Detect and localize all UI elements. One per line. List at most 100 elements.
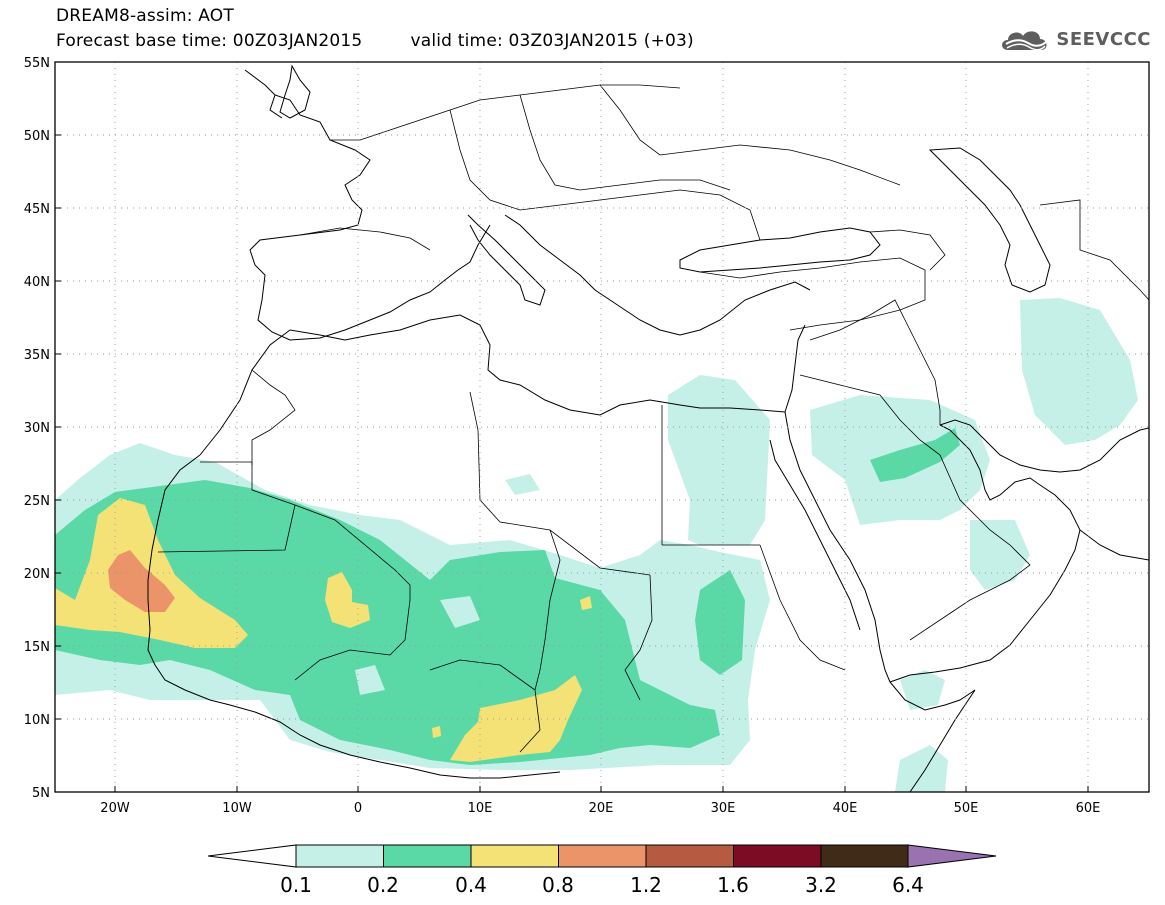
aot-area-east-africa — [900, 670, 945, 710]
border-morocco-algeria — [251, 369, 296, 465]
lat-labels: 5N 10N 15N 20N 25N 30N 35N 40N 45N 50N 5… — [24, 56, 50, 801]
axis-ticks — [55, 134, 1089, 792]
border-europe-3 — [519, 94, 731, 191]
coast-east-med — [784, 324, 806, 413]
coast-horn-africa — [889, 681, 976, 792]
colorbar-label: 0.1 — [280, 873, 312, 897]
coast-arabia — [889, 424, 1081, 683]
lon-label: 60E — [1076, 801, 1101, 816]
lat-label: 15N — [24, 640, 50, 655]
grid — [55, 62, 1149, 792]
colorbar-box — [820, 844, 909, 868]
coast-italy — [467, 214, 546, 306]
coast-black-sea — [679, 227, 881, 273]
aot-area-niger-spot — [580, 596, 592, 610]
lat-label: 35N — [24, 348, 50, 363]
lon-label: 50E — [954, 801, 979, 816]
borders — [157, 84, 1149, 753]
colorbar-box — [295, 844, 384, 868]
coast-west-africa — [147, 454, 561, 779]
coast-arabian-sea — [1079, 529, 1149, 561]
lon-label: 10W — [222, 801, 252, 816]
colorbar-label: 0.2 — [367, 873, 399, 897]
coast-caspian — [928, 147, 1051, 293]
colorbar-labels: 0.1 0.2 0.4 0.8 1.2 1.6 3.2 6.4 — [280, 873, 924, 897]
border-europe-4 — [599, 84, 901, 186]
lat-label: 5N — [32, 786, 50, 801]
coast-red-sea — [769, 411, 891, 683]
aot-area-somalia — [895, 745, 948, 792]
colorbar-box — [383, 844, 472, 868]
colorbar-under-arrow — [207, 844, 297, 868]
aot-contours — [55, 298, 1138, 792]
valid-time: valid time: 03Z03JAN2015 (+03) — [410, 31, 694, 51]
coast-north-africa — [199, 314, 786, 456]
lon-label: 30E — [711, 801, 736, 816]
colorbar-label: 1.2 — [630, 873, 662, 897]
border-chad-sudan — [624, 574, 653, 701]
logo-text: SEEVCCC — [1056, 28, 1151, 50]
lon-labels: 20W 10W 0 10E 20E 30E 40E 50E 60E — [100, 801, 1100, 816]
forecast-base-time: Forecast base time: 00Z03JAN2015 — [56, 31, 363, 51]
border-nigeria — [429, 659, 541, 753]
lat-label: 20N — [24, 567, 50, 582]
seevccc-logo: SEEVCCC — [998, 24, 1151, 54]
aot-area-central-patch — [512, 566, 538, 588]
lon-label: 20E — [589, 801, 614, 816]
aot-area-chad-sudan — [695, 570, 745, 675]
time-line: Forecast base time: 00Z03JAN2015 valid ti… — [56, 31, 694, 51]
chart-title: DREAM8-assim: AOT — [56, 6, 234, 26]
border-caucasus — [869, 229, 946, 271]
border-mali — [294, 504, 411, 681]
aot-area-mauritania-core — [108, 550, 175, 612]
colorbar-label: 6.4 — [892, 873, 924, 897]
colorbar-box — [558, 844, 647, 868]
aot-area-oman — [970, 520, 1030, 590]
border-europe-1 — [330, 84, 681, 141]
border-spain-france — [299, 227, 431, 251]
lat-label: 55N — [24, 56, 50, 71]
aot-area-sahara-patch — [505, 474, 540, 495]
colorbar-box — [733, 844, 822, 868]
lat-label: 50N — [24, 129, 50, 144]
colorbar-label: 3.2 — [805, 873, 837, 897]
lon-label: 40E — [833, 801, 858, 816]
colorbar-boxes — [295, 844, 909, 868]
coast-persian-gulf — [939, 419, 1149, 473]
border-europe-2 — [449, 109, 761, 241]
lat-label: 25N — [24, 494, 50, 509]
border-saudi — [799, 374, 1031, 641]
lat-label: 40N — [24, 275, 50, 290]
aot-area-sahel-hole2 — [355, 665, 385, 695]
colorbar-label: 1.6 — [717, 873, 749, 897]
colorbar-box — [645, 844, 734, 868]
aot-area-mali — [325, 572, 370, 628]
coastlines — [147, 64, 1149, 792]
lon-label: 20W — [100, 801, 130, 816]
border-algeria-libya — [469, 391, 651, 576]
colorbar-label: 0.4 — [455, 873, 487, 897]
border-iraq — [809, 299, 941, 425]
colorbar: 0.1 0.2 0.4 0.8 1.2 1.6 3.2 6.4 — [207, 844, 997, 897]
colorbar-over-arrow — [907, 844, 997, 868]
lon-label: 0 — [354, 801, 362, 816]
colorbar-label: 0.8 — [542, 873, 574, 897]
border-sudan-ethiopia — [759, 544, 846, 671]
cloud-icon — [1002, 31, 1048, 51]
aot-area-egypt — [668, 375, 770, 545]
aot-area-sahel-hole — [440, 596, 480, 628]
coast-britain — [269, 64, 311, 119]
lat-label: 45N — [24, 202, 50, 217]
border-mauritania — [157, 461, 296, 553]
aot-area-nigeria-chad — [450, 675, 582, 762]
aot-level-0-8 — [108, 550, 175, 612]
lat-label: 10N — [24, 713, 50, 728]
border-niger-chad — [534, 529, 561, 691]
colorbar-box — [470, 844, 559, 868]
border-iran-east — [1039, 199, 1149, 301]
aot-area-gulf — [870, 428, 960, 482]
aot-area-iran — [1020, 298, 1138, 445]
coast-adriatic-balkans — [504, 214, 811, 336]
border-turkey — [699, 257, 926, 331]
